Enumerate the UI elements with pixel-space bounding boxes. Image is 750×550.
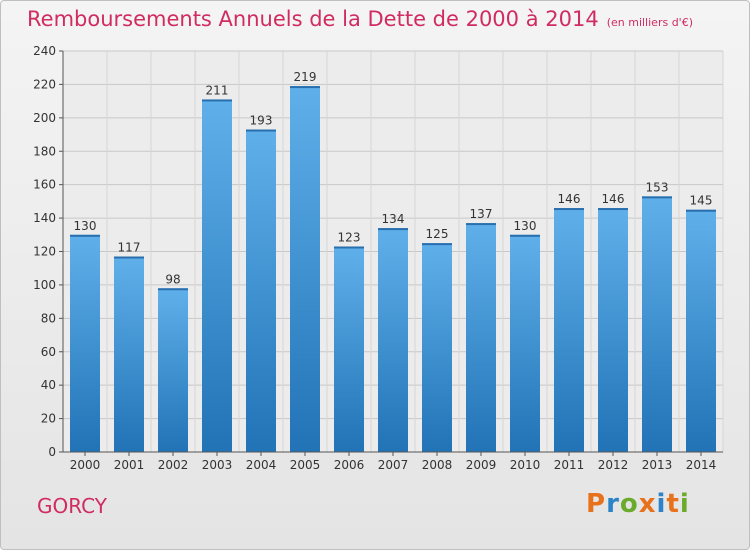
proxiti-logo[interactable]: Proxiti: [586, 489, 690, 519]
y-tick-label: 140: [33, 211, 56, 225]
y-tick-label: 240: [33, 44, 56, 58]
x-tick-label: 2000: [70, 458, 101, 472]
bar-value-label: 145: [690, 194, 713, 208]
logo-letter: i: [679, 489, 690, 519]
bar-value-label: 123: [338, 230, 361, 244]
bar-value-label: 98: [165, 272, 180, 286]
bar-value-label: 117: [118, 241, 141, 255]
bar: [510, 234, 540, 452]
bar-top: [246, 129, 276, 132]
bar: [290, 86, 320, 453]
bar: [466, 223, 496, 452]
y-tick-label: 80: [41, 311, 56, 325]
y-tick-label: 40: [41, 378, 56, 392]
y-tick-label: 160: [33, 178, 56, 192]
chart-title: Remboursements Annuels de la Dette de 20…: [27, 7, 693, 31]
x-tick-label: 2001: [114, 458, 145, 472]
bar: [598, 208, 628, 452]
bar: [158, 288, 188, 452]
bar-value-label: 130: [74, 219, 97, 233]
x-tick-label: 2003: [202, 458, 233, 472]
y-tick-label: 0: [48, 445, 56, 459]
bar: [114, 256, 144, 452]
x-tick-label: 2008: [422, 458, 453, 472]
logo-letter: i: [656, 489, 667, 519]
y-tick-label: 120: [33, 245, 56, 259]
bar-top: [686, 209, 716, 212]
logo-letter: o: [619, 489, 639, 519]
bar-value-label: 193: [250, 114, 273, 128]
bar: [334, 246, 364, 452]
bar-top: [334, 246, 364, 249]
bar-top: [202, 99, 232, 102]
x-tick-label: 2005: [290, 458, 321, 472]
y-tick-label: 100: [33, 278, 56, 292]
y-tick-label: 20: [41, 412, 56, 426]
chart-title-main: Remboursements Annuels de la Dette de 20…: [27, 7, 599, 31]
bar-value-label: 125: [426, 227, 449, 241]
bar-value-label: 137: [470, 207, 493, 221]
y-tick-label: 200: [33, 111, 56, 125]
logo-letter: r: [606, 489, 620, 519]
commune-name: GORCY: [37, 494, 107, 518]
bar-top: [466, 223, 496, 226]
x-tick-label: 2010: [510, 458, 541, 472]
x-tick-label: 2004: [246, 458, 277, 472]
bar: [422, 243, 452, 452]
x-tick-label: 2011: [554, 458, 585, 472]
bar-top: [114, 256, 144, 259]
bar-top: [158, 288, 188, 291]
y-tick-label: 60: [41, 345, 56, 359]
bar-top: [510, 234, 540, 237]
logo-letter: t: [666, 489, 680, 519]
logo-letter: P: [586, 489, 607, 519]
bar-top: [70, 234, 100, 237]
bar: [642, 196, 672, 452]
bar-top: [554, 208, 584, 211]
axes: [59, 50, 723, 456]
bar-top: [598, 208, 628, 211]
y-tick-label: 220: [33, 77, 56, 91]
bar-top: [422, 243, 452, 246]
bar-value-label: 146: [558, 192, 581, 206]
bar: [202, 99, 232, 453]
x-tick-label: 2012: [598, 458, 629, 472]
bar-value-label: 146: [602, 192, 625, 206]
logo-letter: x: [638, 489, 657, 519]
x-tick-label: 2006: [334, 458, 365, 472]
bar: [70, 234, 100, 452]
bars: [70, 86, 716, 453]
x-tick-label: 2007: [378, 458, 409, 472]
bar-top: [642, 196, 672, 199]
y-tick-label: 180: [33, 144, 56, 158]
x-tick-label: 2009: [466, 458, 497, 472]
bar-value-label: 211: [206, 83, 229, 97]
bar: [686, 209, 716, 452]
chart-title-unit: (en milliers d'€): [606, 16, 693, 29]
labels: 0 20 40 60 80 100 120 140 160 180 200 220 240 130 2000…: [33, 44, 716, 472]
x-tick-label: 2002: [158, 458, 189, 472]
x-tick-label: 2014: [686, 458, 717, 472]
bar-top: [378, 228, 408, 231]
bar-top: [290, 86, 320, 89]
bar: [554, 208, 584, 452]
bar-value-label: 219: [294, 70, 317, 84]
bar-value-label: 153: [646, 180, 669, 194]
x-tick-label: 2013: [642, 458, 673, 472]
bar: [378, 228, 408, 452]
bar: [246, 129, 276, 452]
bar-value-label: 134: [382, 212, 405, 226]
bar-value-label: 130: [514, 219, 537, 233]
